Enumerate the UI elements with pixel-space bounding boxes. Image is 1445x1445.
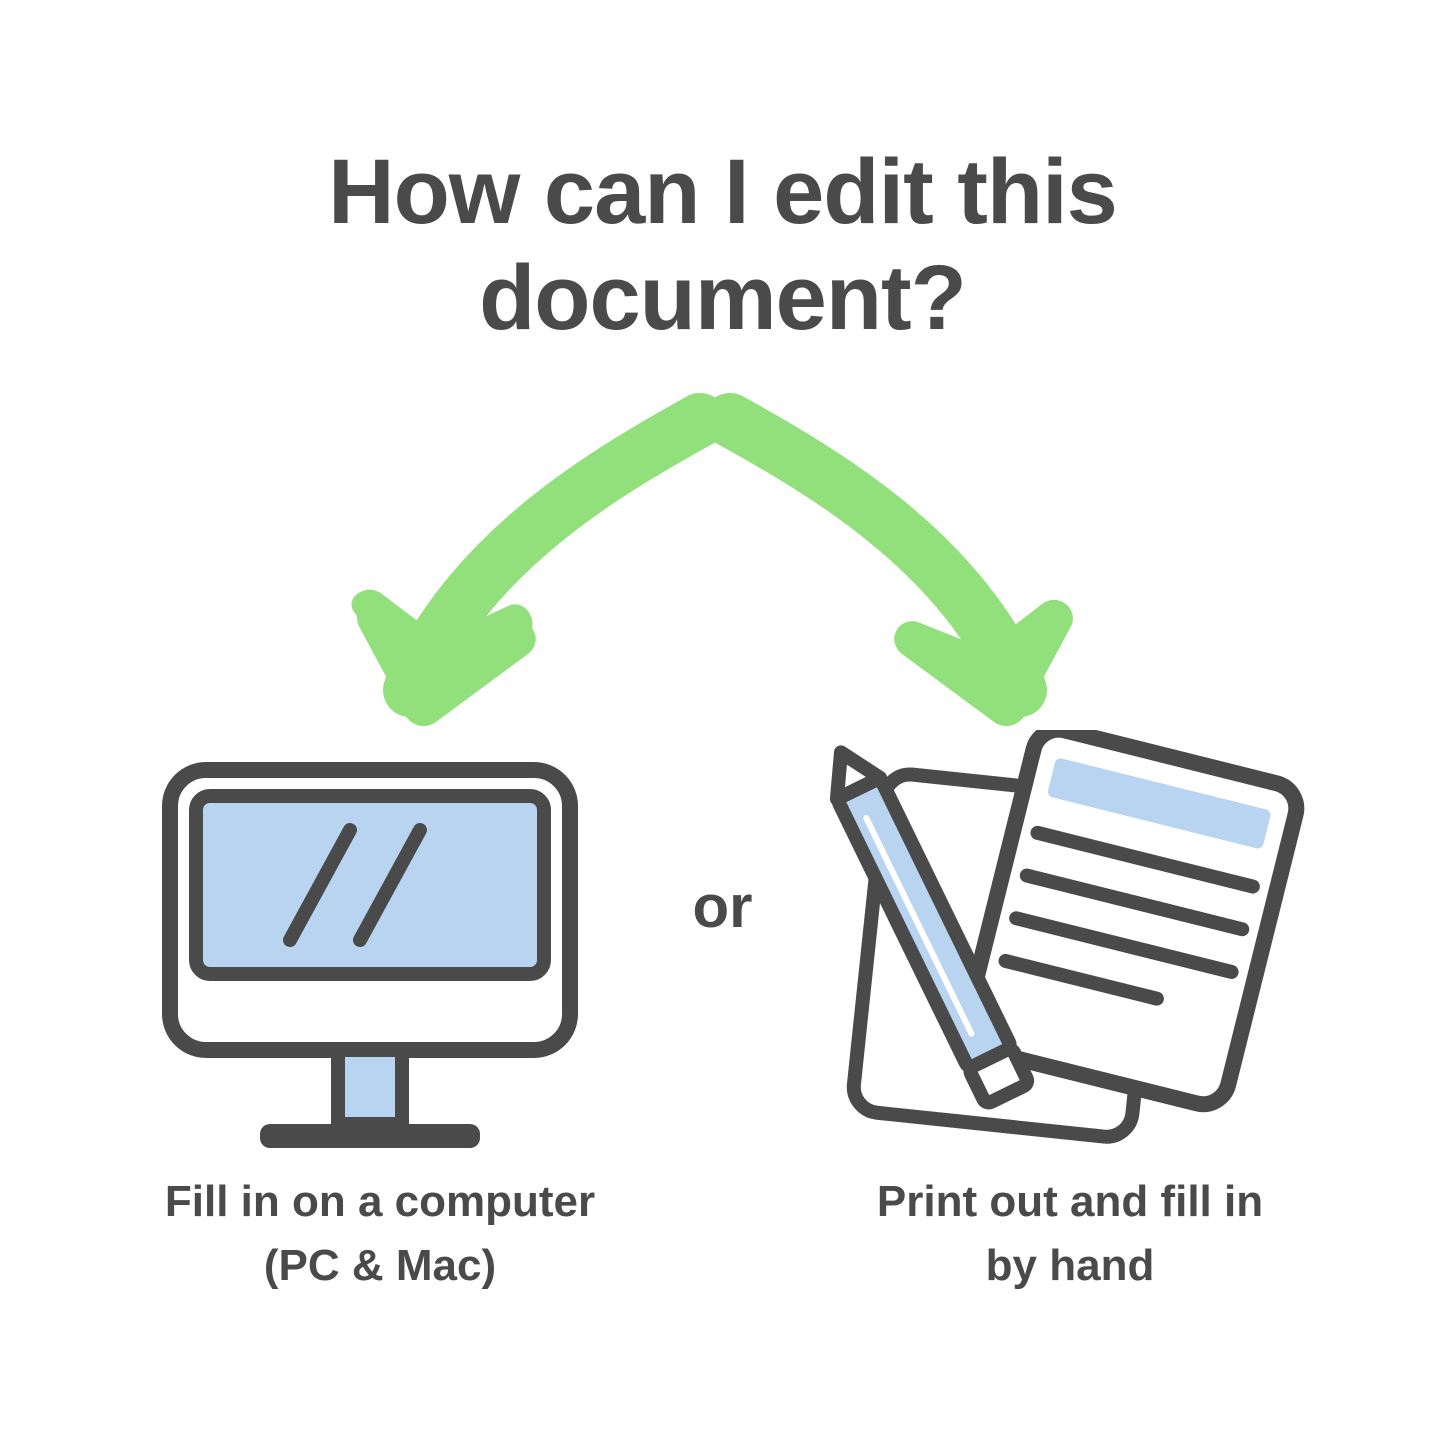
option-left-line-2: (PC & Mac) <box>264 1241 496 1290</box>
connector-or-label: or <box>693 872 753 941</box>
pencil-paper-icon <box>790 730 1310 1170</box>
option-left-line-1: Fill in on a computer <box>165 1177 595 1226</box>
infographic-canvas: How can I edit this document? <box>0 0 1445 1445</box>
page-title: How can I edit this document? <box>0 140 1445 352</box>
arrow-right-icon <box>640 390 1100 770</box>
option-right-line-2: by hand <box>986 1241 1155 1290</box>
title-line-2: document? <box>479 247 966 349</box>
option-left-label: Fill in on a computer (PC & Mac) <box>110 1170 650 1298</box>
title-line-1: How can I edit this <box>328 141 1117 243</box>
option-right-label: Print out and fill in by hand <box>800 1170 1340 1298</box>
computer-icon <box>140 750 600 1170</box>
option-right-line-1: Print out and fill in <box>877 1177 1263 1226</box>
